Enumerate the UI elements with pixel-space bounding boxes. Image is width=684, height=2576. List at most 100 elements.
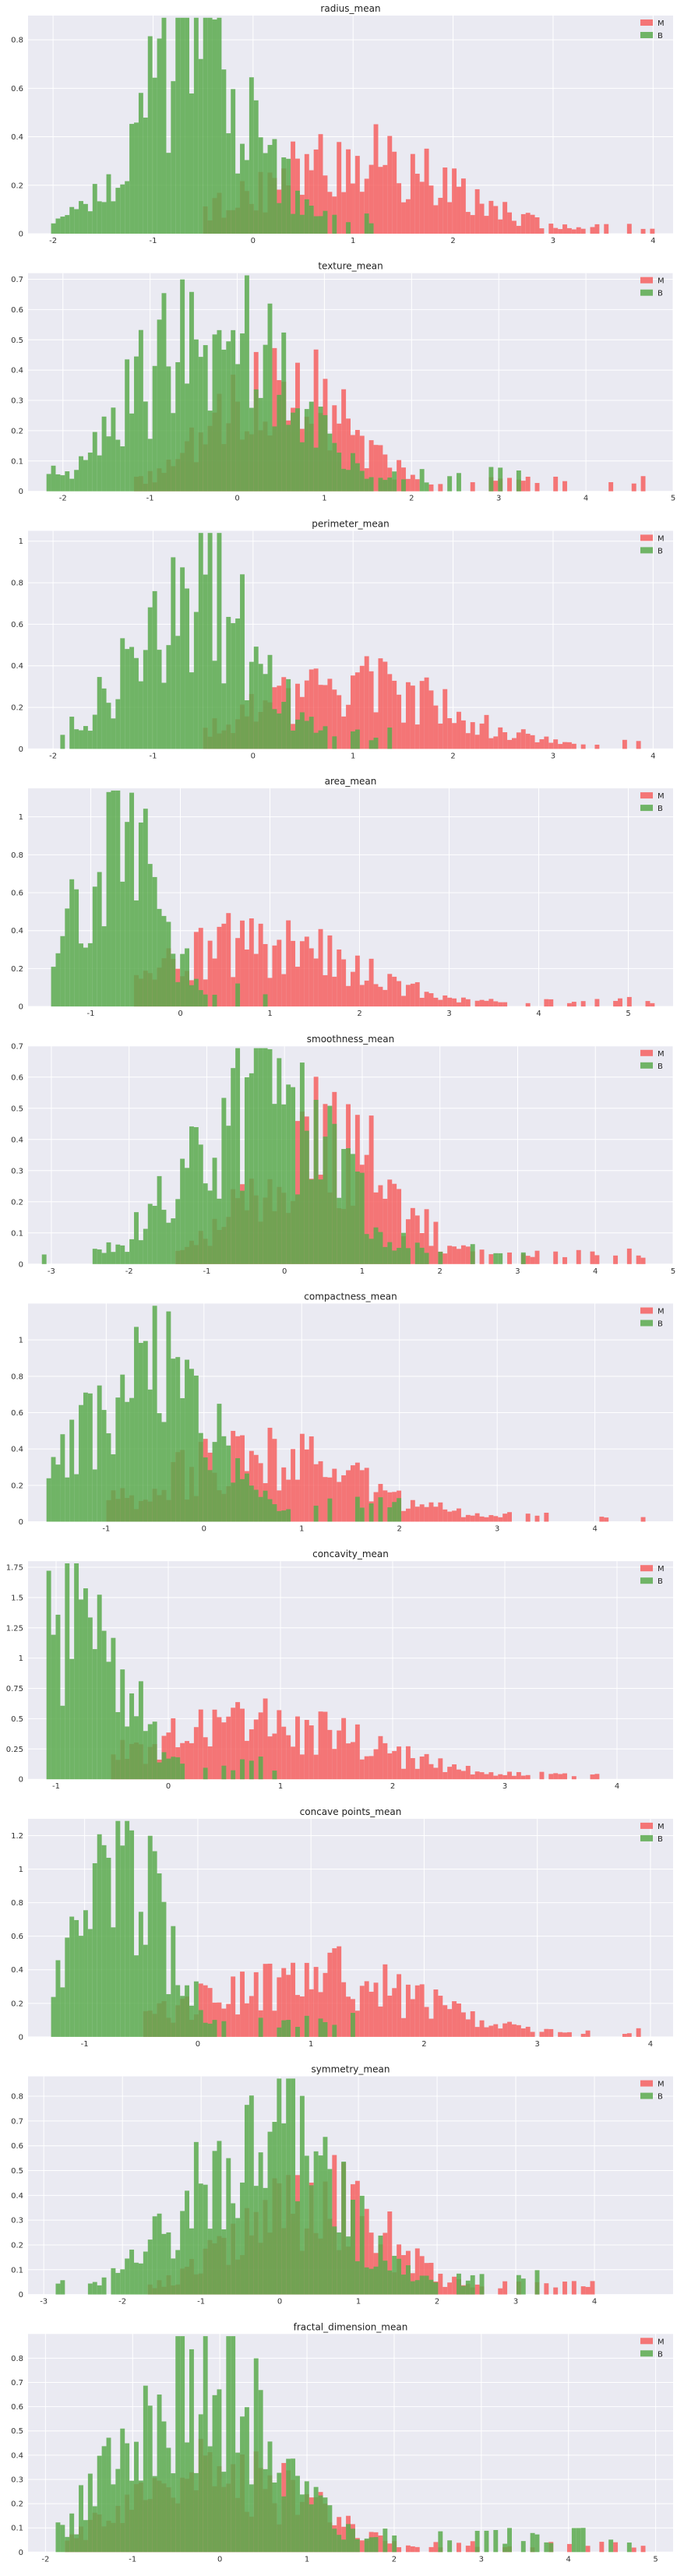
histogram-bar-M	[203, 979, 208, 1007]
histogram-bar-M	[414, 174, 420, 234]
histogram-bar-M	[341, 1982, 347, 2037]
x-tick-label: 5	[671, 1267, 675, 1276]
histogram-bar-B	[171, 1926, 176, 2037]
histogram-bar-M	[337, 2517, 342, 2553]
histogram-bar-B	[212, 1158, 217, 1264]
histogram-bar-B	[51, 1996, 56, 2037]
histogram-bar-B	[171, 1358, 176, 1522]
histogram-bar-M	[640, 2546, 646, 2553]
histogram-bar-B	[101, 416, 107, 492]
histogram-bar-B	[207, 533, 213, 749]
histogram-bar-B	[516, 2275, 521, 2295]
histogram-bar-M	[640, 1517, 646, 1522]
histogram-bar-B	[373, 2537, 379, 2553]
histogram-bar-B	[69, 1658, 75, 1780]
y-tick-label: 1.75	[6, 1563, 23, 1572]
histogram-bar-B	[74, 1474, 79, 1522]
histogram-bar-B	[364, 213, 369, 234]
histogram-bar-B	[457, 2273, 461, 2295]
histogram-bar-M	[249, 1729, 254, 1780]
histogram-bar-M	[465, 1246, 471, 1264]
histogram-bar-M	[244, 950, 249, 1007]
histogram-bar-M	[359, 435, 365, 492]
histogram-bar-B	[351, 731, 355, 749]
histogram-bar-M	[498, 1002, 503, 1007]
histogram-bar-B	[249, 77, 254, 234]
histogram-bar-B	[291, 412, 296, 492]
histogram-bar-B	[157, 650, 162, 749]
histogram-bar-M	[207, 1988, 213, 2037]
histogram-bar-M	[364, 656, 369, 749]
histogram-bar-B	[115, 188, 121, 234]
histogram-bar-M	[414, 479, 420, 492]
histogram-bar-M	[281, 1968, 287, 2037]
histogram-bar-B	[304, 199, 309, 234]
histogram-bar-B	[460, 2285, 466, 2295]
histogram-bar-B	[286, 678, 291, 749]
histogram-bar-M	[318, 1992, 323, 2037]
histogram-bar-B	[332, 736, 337, 749]
histogram-bar-M	[240, 1972, 245, 2037]
x-tick-label: -1	[87, 1010, 95, 1018]
histogram-bar-B	[249, 407, 254, 492]
histogram-bar-B	[405, 1248, 411, 1264]
histogram-bar-B	[198, 1144, 203, 1264]
histogram-bar-B	[83, 1392, 88, 1522]
histogram-bar-M	[304, 1449, 309, 1522]
histogram-bar-M	[488, 1772, 494, 1780]
histogram-bar-M	[258, 923, 263, 1007]
x-tick-label: 1	[309, 2040, 313, 2049]
histogram-bar-M	[304, 153, 309, 234]
histogram-bar-B	[185, 1168, 189, 1264]
histogram-bar-B	[171, 953, 176, 1007]
histogram-bar-B	[143, 1228, 148, 1264]
histogram-bar-B	[157, 2213, 162, 2295]
histogram-bar-M	[442, 2286, 448, 2295]
histogram-bar-M	[640, 476, 646, 492]
panel-title: area_mean	[325, 776, 377, 787]
histogram-bar-B	[79, 1599, 83, 1780]
histogram-bar-M	[590, 1774, 595, 1780]
histogram-bar-M	[318, 1461, 323, 1522]
histogram-bar-M	[502, 1774, 508, 1780]
histogram-bar-B	[203, 994, 208, 1007]
histogram-bar-M	[318, 685, 323, 749]
histogram-bar-M	[428, 1764, 434, 1780]
histogram-bar-M	[217, 2002, 222, 2037]
histogram-bar-B	[180, 2211, 185, 2295]
histogram-bar-M	[401, 996, 406, 1007]
histogram-bar-B	[258, 1496, 263, 1522]
histogram-bar-B	[299, 2095, 305, 2295]
histogram-bar-B	[79, 943, 83, 1007]
series-B-bars	[60, 533, 393, 749]
histogram-bar-B	[175, 2336, 181, 2553]
histogram-bar-M	[539, 228, 545, 234]
histogram-bar-B	[221, 2472, 227, 2553]
histogram-bar-M	[378, 2535, 383, 2553]
histogram-bar-M	[488, 1515, 494, 1522]
histogram-bar-B	[253, 100, 259, 234]
legend-swatch-B	[640, 1577, 653, 1584]
histogram-bar-B	[368, 740, 374, 749]
histogram-bar-M	[553, 2287, 559, 2295]
histogram-bar-B	[272, 2482, 277, 2553]
histogram-bar-M	[299, 195, 305, 234]
histogram-bar-M	[341, 959, 347, 1007]
histogram-bar-B	[87, 2283, 93, 2295]
histogram-bar-M	[337, 1482, 342, 1522]
histogram-bar-M	[594, 999, 600, 1007]
histogram-bar-B	[120, 638, 125, 749]
histogram-bar-B	[304, 1130, 309, 1264]
y-tick-label: 0.1	[11, 457, 23, 466]
histogram-bar-M	[488, 738, 494, 749]
histogram-bar-B	[125, 822, 130, 1007]
histogram-bar-B	[166, 1758, 171, 1780]
histogram-bar-B	[327, 2169, 333, 2295]
histogram-bar-M	[383, 661, 388, 749]
histogram-bar-M	[470, 722, 475, 749]
histogram-bar-M	[387, 1179, 393, 1264]
histogram-bar-B	[281, 1104, 287, 1264]
histogram-bar-B	[143, 2251, 148, 2295]
histogram-bar-M	[580, 744, 586, 749]
histogram-bar-M	[438, 1502, 443, 1522]
